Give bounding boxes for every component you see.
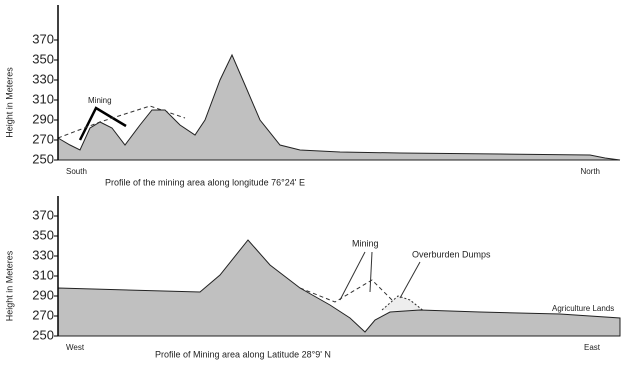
y-tick-label: 310 bbox=[32, 91, 54, 106]
pointer bbox=[400, 262, 420, 298]
y-tick-label: 250 bbox=[32, 327, 54, 342]
caption: Profile of the mining area along longitu… bbox=[105, 177, 305, 187]
y-tick-label: 330 bbox=[32, 71, 54, 86]
terrain-profile bbox=[58, 240, 620, 336]
y-tick-label: 270 bbox=[32, 131, 54, 146]
chart: 250 270 290 310 330 350 370 Height in Meteres So… bbox=[0, 0, 623, 365]
caption: Profile of Mining area along Latitude 28… bbox=[155, 349, 331, 359]
y-axis-label: Height in Meteres bbox=[4, 250, 14, 321]
pointer bbox=[340, 252, 365, 300]
x-start-label: South bbox=[66, 167, 87, 176]
y-tick-label: 290 bbox=[32, 111, 54, 126]
terrain-profile bbox=[58, 55, 620, 160]
annotation: Mining bbox=[88, 96, 112, 105]
y-tick-label: 270 bbox=[32, 307, 54, 322]
y-tick-label: 310 bbox=[32, 267, 54, 282]
annotation: Agriculture Lands bbox=[552, 304, 614, 313]
y-tick-label: 350 bbox=[32, 51, 54, 66]
annotation: Overburden Dumps bbox=[412, 249, 491, 259]
y-tick-label: 370 bbox=[32, 31, 54, 46]
y-axis-label: Height in Meteres bbox=[4, 67, 14, 138]
y-tick-label: 330 bbox=[32, 247, 54, 262]
x-start-label: West bbox=[66, 343, 85, 352]
x-end-label: East bbox=[584, 343, 601, 352]
x-end-label: North bbox=[580, 167, 600, 176]
y-tick-label: 350 bbox=[32, 227, 54, 242]
annotation: Mining bbox=[352, 238, 379, 248]
y-tick-label: 250 bbox=[32, 151, 54, 166]
y-tick-label: 370 bbox=[32, 207, 54, 222]
pointer bbox=[370, 252, 372, 292]
y-tick-label: 290 bbox=[32, 287, 54, 302]
